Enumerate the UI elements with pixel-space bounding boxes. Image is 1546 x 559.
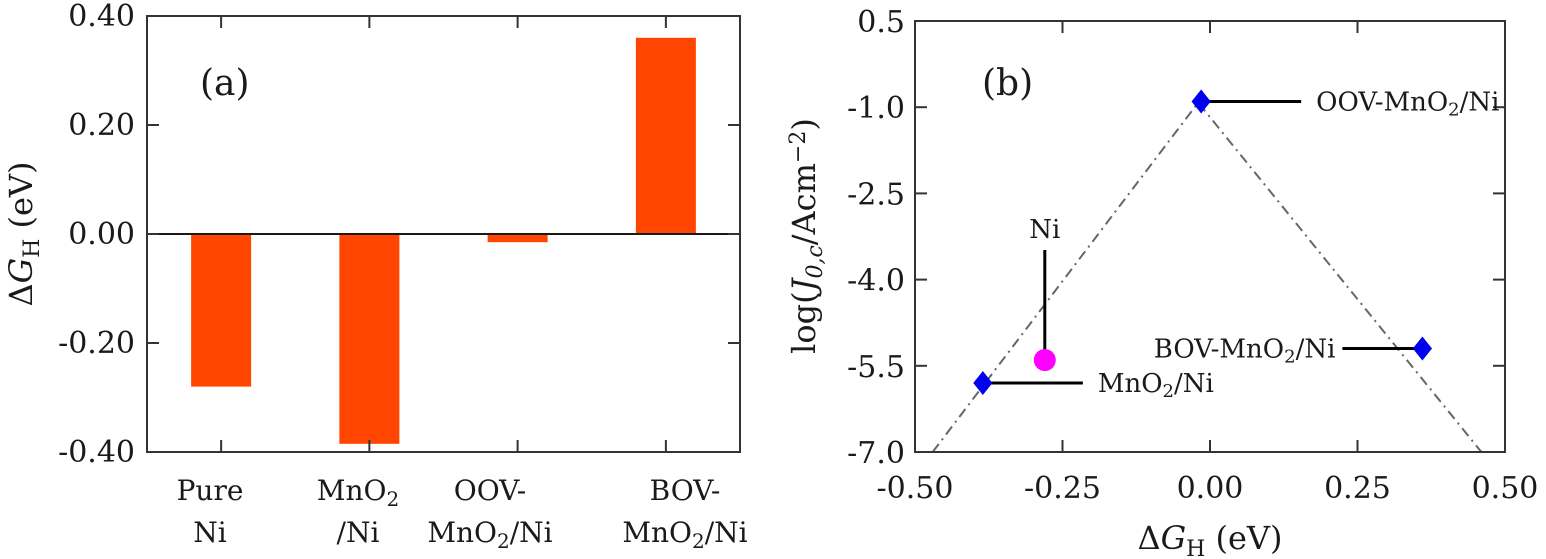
y-tick-label: 0.20 xyxy=(68,108,135,143)
subscript: 2 xyxy=(1448,100,1459,121)
data-point-bov-mno2-ni xyxy=(1412,336,1432,361)
x-tick-label: -0.25 xyxy=(1024,471,1101,506)
annotation-label: Ni xyxy=(1029,215,1060,245)
delta-symbol: Δ xyxy=(2,283,40,306)
x-tick-label: 0.00 xyxy=(1177,471,1244,506)
category-label: OOV- xyxy=(454,474,527,507)
category-label: MnO2/Ni xyxy=(622,516,747,553)
y-tick-label: -4.0 xyxy=(847,264,905,299)
annotation-label: BOV-MnO2/Ni xyxy=(1154,335,1336,368)
text-run: Pure xyxy=(177,474,244,507)
category-label: Pure xyxy=(177,474,244,507)
text-run: Ni xyxy=(193,516,227,549)
category-label: Ni xyxy=(193,516,227,549)
category-label: /Ni xyxy=(337,516,380,549)
bar xyxy=(635,37,696,234)
text-run: OOV-MnO xyxy=(1316,87,1448,117)
y-tick-label: -0.20 xyxy=(58,326,135,361)
y-axis-title: ΔGH (eV) xyxy=(2,161,45,306)
bar xyxy=(487,234,548,243)
delta-symbol: Δ xyxy=(1137,519,1160,557)
x-tick-label: 0.25 xyxy=(1324,471,1391,506)
data-point-ni xyxy=(1033,349,1056,372)
data-point-mno2-ni xyxy=(973,371,993,396)
text-run: /Ni xyxy=(337,516,380,549)
text-run: MnO xyxy=(622,516,692,549)
y-tick-label: -5.5 xyxy=(847,350,905,385)
text-run: BOV-MnO xyxy=(1154,335,1284,365)
text-run: /Acm xyxy=(785,163,823,245)
text-run: MnO xyxy=(1098,369,1163,399)
y-tick-label: 0.40 xyxy=(68,0,135,34)
text-run: MnO xyxy=(317,474,387,507)
text-run: MnO xyxy=(427,516,497,549)
subscript: H xyxy=(1186,537,1205,559)
g-symbol: G xyxy=(2,258,40,284)
panel-a-bar-chart: 0.400.200.00-0.20-0.40PureNiMnO2/NiOOV-M… xyxy=(2,0,748,553)
g-symbol: G xyxy=(1161,519,1187,557)
y-tick-label: -0.40 xyxy=(58,435,135,470)
text-run: /Ni xyxy=(1296,335,1336,365)
text-run: log( xyxy=(785,291,823,353)
text-run: Ni xyxy=(1029,215,1060,245)
subscript: 2 xyxy=(386,487,399,511)
bar xyxy=(339,234,400,444)
subscript: 2 xyxy=(497,529,510,553)
x-axis-title: ΔGH (eV) xyxy=(1137,519,1282,559)
subscript: 0,c xyxy=(803,245,828,278)
annotation-label: OOV-MnO2/Ni xyxy=(1316,87,1499,120)
unit: (eV) xyxy=(2,161,40,238)
text-run: BOV- xyxy=(650,474,721,507)
y-axis-title: log(J0,c/Acm−2) xyxy=(785,118,828,354)
category-label: MnO2/Ni xyxy=(427,516,552,553)
text-run: ) xyxy=(785,118,823,130)
subscript: 2 xyxy=(1163,381,1174,402)
text-run: OOV- xyxy=(454,474,527,507)
subscript: 2 xyxy=(1284,347,1295,368)
bar xyxy=(191,234,252,387)
category-label: BOV- xyxy=(650,474,721,507)
panel-label-a: (a) xyxy=(200,63,250,104)
y-tick-label: -1.0 xyxy=(847,91,905,126)
y-tick-label: 0.00 xyxy=(68,217,135,252)
superscript: −2 xyxy=(786,131,811,163)
annotation-label: MnO2/Ni xyxy=(1098,369,1214,402)
j-symbol: J xyxy=(785,276,823,297)
subscript: H xyxy=(20,239,45,258)
category-label: MnO2 xyxy=(317,474,399,511)
text-run: /Ni xyxy=(1174,369,1214,399)
panel-b-volcano-plot: 0.5 -1.0 -2.5 -4.0 -5.5 -7.0-0.50 -0.25 0.00 0.2… xyxy=(785,5,1538,559)
subscript: 2 xyxy=(692,529,705,553)
panel-label-b: (b) xyxy=(982,63,1033,104)
data-point-oov-mno2-ni xyxy=(1191,89,1211,114)
x-tick-label: -0.50 xyxy=(877,471,954,506)
text-run: /Ni xyxy=(705,516,748,549)
volcano-line xyxy=(931,100,1483,453)
text-run: /Ni xyxy=(1460,87,1500,117)
unit: (eV) xyxy=(1205,519,1282,557)
y-tick-label: -7.0 xyxy=(847,436,905,471)
text-run: /Ni xyxy=(510,516,553,549)
x-tick-label: 0.50 xyxy=(1472,471,1539,506)
y-tick-label: -2.5 xyxy=(847,177,905,212)
y-tick-label: 0.5 xyxy=(857,5,905,40)
